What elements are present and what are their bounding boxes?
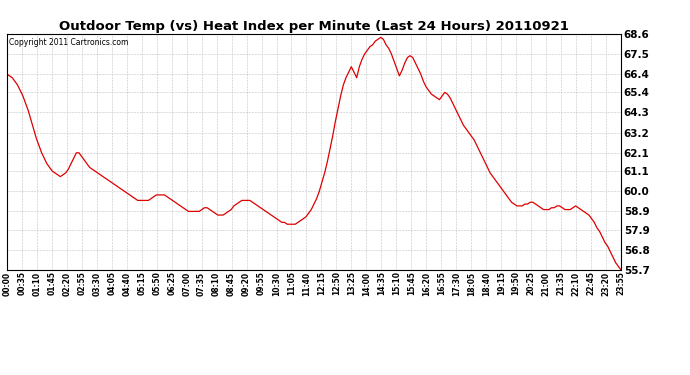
Title: Outdoor Temp (vs) Heat Index per Minute (Last 24 Hours) 20110921: Outdoor Temp (vs) Heat Index per Minute … — [59, 20, 569, 33]
Text: Copyright 2011 Cartronics.com: Copyright 2011 Cartronics.com — [9, 39, 128, 48]
